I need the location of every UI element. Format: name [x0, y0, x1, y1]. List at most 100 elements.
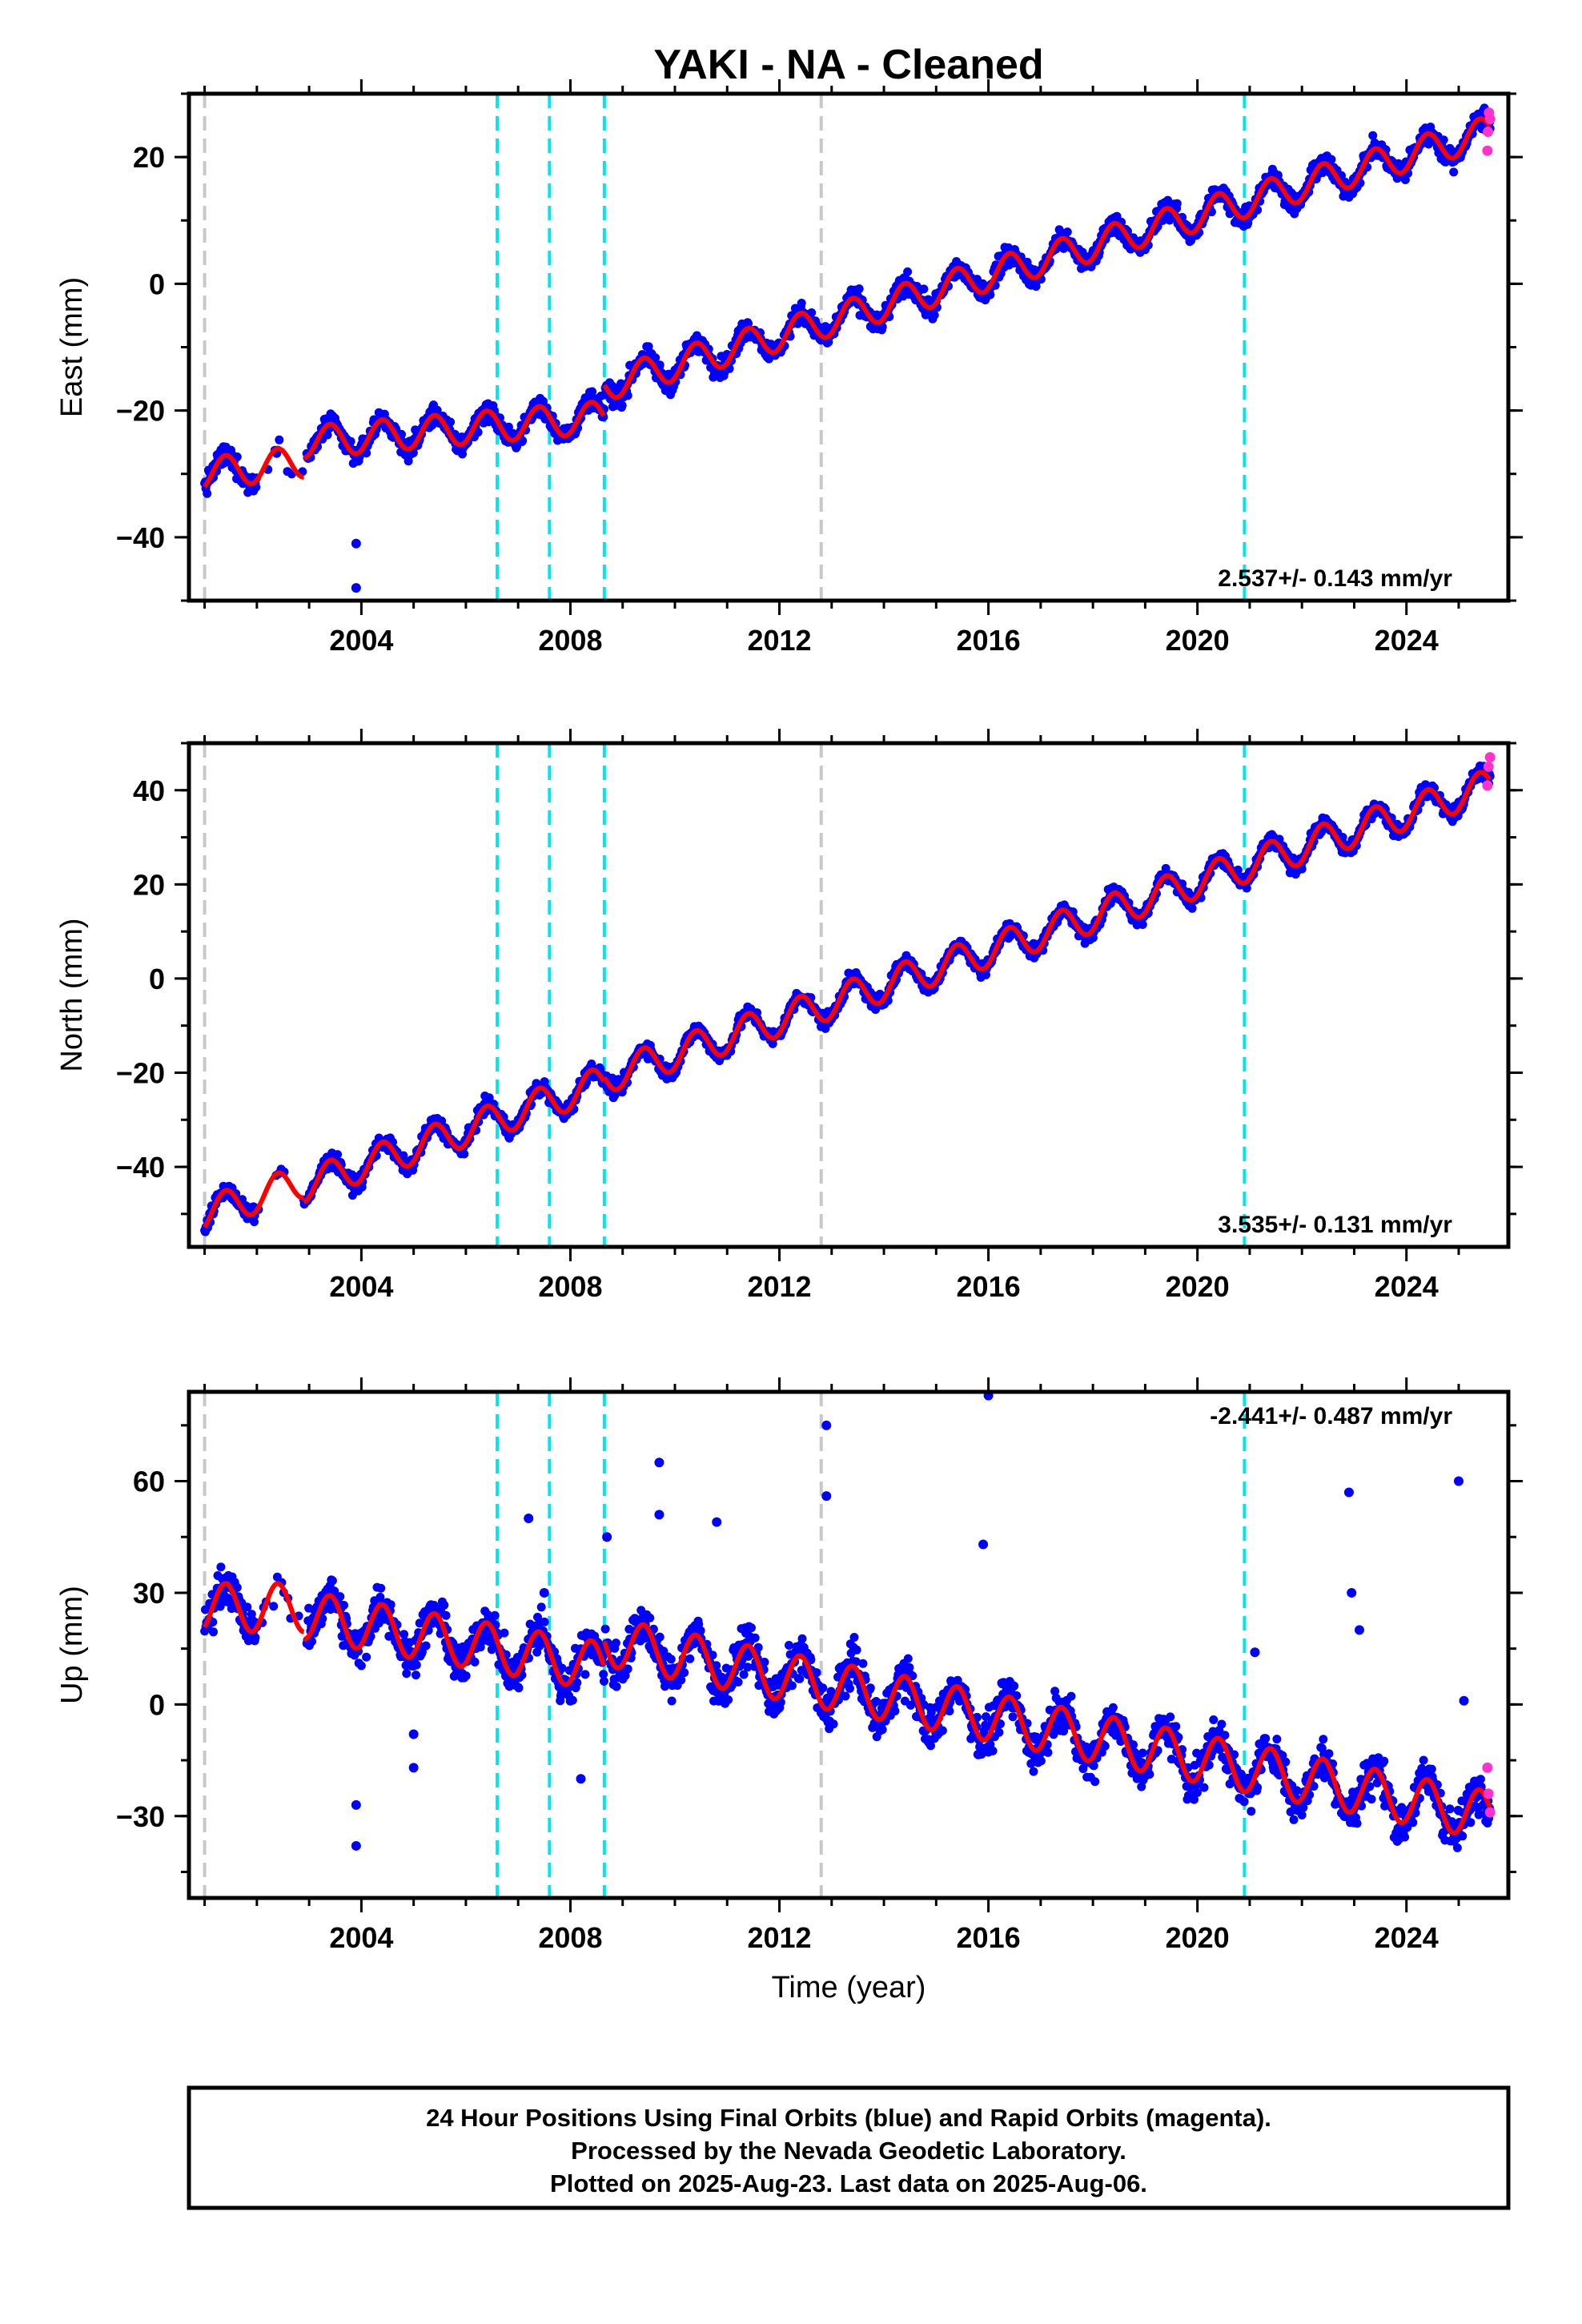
- model-curve: [203, 116, 1492, 489]
- data-point: [203, 489, 212, 498]
- rapid-point: [1483, 761, 1494, 772]
- data-point: [708, 1651, 717, 1660]
- data-point: [930, 311, 939, 320]
- data-point: [397, 429, 406, 439]
- data-point: [539, 396, 548, 406]
- data-point: [269, 1602, 279, 1611]
- data-point: [919, 284, 929, 294]
- outlier-point: [351, 538, 361, 549]
- data-point: [623, 391, 632, 400]
- data-point: [1327, 155, 1336, 164]
- data-point: [473, 428, 483, 437]
- data-point: [412, 1671, 420, 1680]
- x-tick-label: 2004: [329, 624, 393, 657]
- data-point: [680, 1668, 689, 1678]
- rapid-point: [1482, 145, 1493, 156]
- north-panel: 2004 2008 2012 2016 2020 202440200−20−40North…: [55, 729, 1523, 1303]
- data-point: [568, 1695, 577, 1705]
- plot-frame: [187, 741, 1511, 1249]
- data-point: [986, 290, 995, 300]
- data-point: [557, 1663, 567, 1673]
- rapid-point: [1484, 752, 1496, 763]
- x-tick-label: 2024: [1375, 1270, 1439, 1303]
- y-axis-label: North (mm): [55, 918, 89, 1072]
- data-point: [696, 1626, 705, 1635]
- data-point: [376, 1583, 386, 1593]
- data-point: [617, 400, 627, 410]
- data-point: [712, 1661, 721, 1671]
- data-point: [1161, 863, 1170, 873]
- y-tick-label: 20: [133, 868, 165, 901]
- x-tick-label: 2024: [1375, 624, 1439, 657]
- data-point: [599, 1670, 608, 1679]
- data-point: [518, 436, 528, 445]
- north-plot-area: [200, 743, 1496, 1247]
- data-point: [446, 417, 456, 427]
- data-point: [572, 1678, 582, 1687]
- data-point: [490, 1610, 500, 1620]
- data-point: [655, 360, 665, 370]
- data-point: [440, 1600, 449, 1610]
- data-point: [333, 1150, 343, 1160]
- data-point: [362, 1652, 371, 1662]
- data-point: [356, 1661, 366, 1671]
- rapid-point: [1484, 114, 1496, 125]
- data-point: [307, 1637, 316, 1647]
- data-point: [421, 1641, 431, 1651]
- east-plot-area: [200, 94, 1496, 601]
- data-point: [441, 1610, 451, 1620]
- data-point: [743, 1663, 753, 1672]
- data-point: [327, 1576, 337, 1586]
- data-point: [1242, 883, 1251, 893]
- data-point: [724, 1695, 733, 1704]
- data-point: [470, 1657, 480, 1667]
- x-tick-label: 2020: [1166, 624, 1230, 657]
- y-tick-label: −20: [116, 1056, 165, 1089]
- y-tick-label: 40: [133, 774, 165, 807]
- data-point: [412, 1660, 421, 1670]
- data-point: [612, 1682, 621, 1691]
- data-point: [533, 1612, 542, 1622]
- data-point: [685, 1654, 695, 1663]
- data-point: [487, 1645, 496, 1655]
- data-point: [514, 1683, 524, 1693]
- chart-title: YAKI - NA - Cleaned: [653, 42, 1043, 88]
- data-point: [739, 1670, 749, 1679]
- data-point: [600, 1676, 608, 1686]
- data-point: [461, 1671, 471, 1681]
- x-tick-label: 2004: [329, 1270, 393, 1303]
- data-point: [651, 353, 661, 363]
- rapid-orbits-points: [1482, 107, 1496, 156]
- data-point: [484, 1610, 493, 1620]
- y-tick-label: −40: [116, 1151, 165, 1184]
- data-point: [1368, 131, 1378, 140]
- data-point: [275, 435, 284, 444]
- x-tick-label: 2012: [747, 1270, 811, 1303]
- data-point: [747, 1623, 756, 1633]
- y-tick-label: 0: [149, 963, 165, 995]
- data-point: [666, 1655, 676, 1664]
- model-curve: [203, 770, 1492, 1229]
- data-point: [362, 448, 371, 458]
- data-point: [620, 1671, 630, 1680]
- data-point: [251, 1633, 260, 1642]
- data-point: [215, 1602, 225, 1611]
- data-point: [750, 1633, 760, 1642]
- data-point: [339, 1601, 348, 1610]
- data-point: [335, 1592, 345, 1602]
- data-point: [402, 1669, 412, 1679]
- data-point: [209, 1627, 218, 1637]
- data-point: [404, 456, 413, 466]
- data-point: [216, 1562, 226, 1572]
- data-point: [540, 1617, 549, 1626]
- data-point: [386, 1600, 396, 1610]
- data-point: [346, 436, 355, 446]
- data-point: [623, 1664, 632, 1674]
- data-point: [655, 1632, 665, 1642]
- data-point: [1062, 227, 1072, 237]
- data-point: [375, 1592, 385, 1602]
- up-plot-area: [200, 1392, 1496, 1898]
- x-tick-label: 2016: [957, 624, 1021, 657]
